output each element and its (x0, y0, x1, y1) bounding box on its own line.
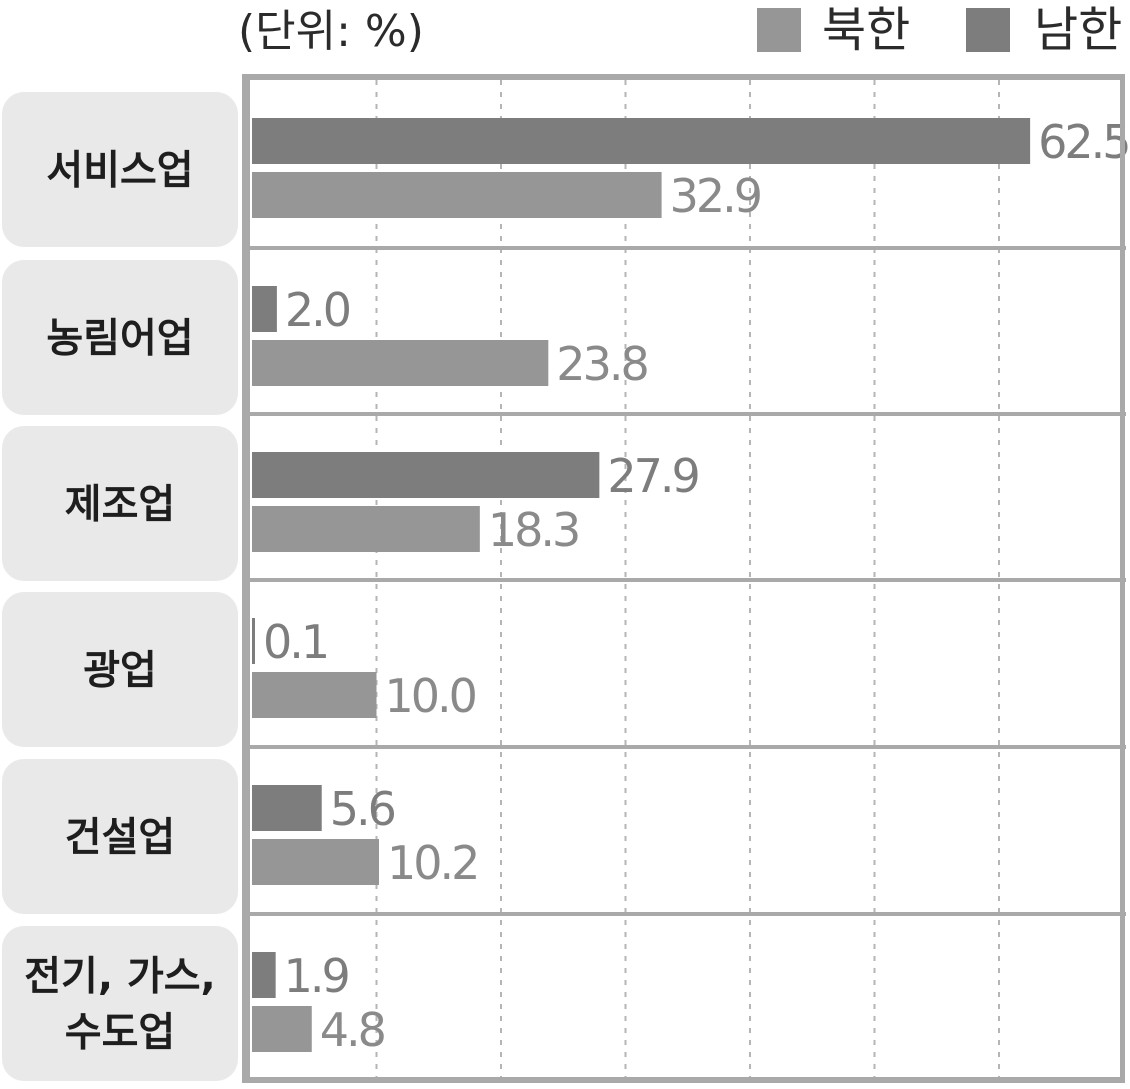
bar-north-4 (252, 839, 379, 885)
value-label-south-4: 5.6 (330, 782, 395, 836)
bar-north-0 (252, 172, 662, 218)
frame-bottom (242, 1077, 1125, 1083)
value-label-north-4: 10.2 (387, 836, 477, 890)
bar-south-0 (252, 118, 1031, 164)
category-box-4 (2, 759, 238, 914)
frame-top (242, 74, 1125, 80)
bar-north-3 (252, 672, 377, 718)
value-label-south-2: 27.9 (607, 449, 698, 503)
category-box-1 (2, 260, 238, 415)
value-labels: 62.5 2.0 27.9 0.1 5.6 1.9 32.9 23.8 18.3 10.0 10.2… (263, 115, 1130, 1057)
value-label-north-0: 32.9 (670, 169, 761, 223)
legend-swatch-0 (757, 8, 801, 52)
category-label-5-0: 전기, 가스, (24, 954, 216, 1000)
value-label-north-2: 18.3 (488, 503, 578, 557)
category-box-3 (2, 592, 238, 747)
bar-south-2 (252, 452, 600, 498)
bars (252, 118, 1031, 1052)
legend: 북한 남한 (757, 2, 1122, 58)
value-label-north-3: 10.0 (385, 669, 476, 723)
legend-label-0: 북한 (822, 2, 910, 58)
category-label-0: 서비스업 (46, 148, 193, 194)
category-label-4: 건설업 (65, 815, 175, 861)
category-label-1: 농림어업 (46, 316, 193, 362)
value-label-south-1: 2.0 (285, 283, 350, 337)
bar-south-5 (252, 952, 276, 998)
legend-label-1: 남한 (1034, 2, 1122, 58)
category-label-5-1: 수도업 (65, 1010, 175, 1056)
category-label-2: 제조업 (65, 482, 175, 528)
bar-north-1 (252, 340, 549, 386)
bar-north-2 (252, 506, 480, 552)
category-box-0 (2, 92, 238, 247)
bar-north-5 (252, 1006, 312, 1052)
bar-south-3 (252, 618, 255, 664)
unit-label: (단위: %) (238, 6, 424, 57)
bar-south-1 (252, 286, 277, 332)
axis-left (242, 74, 250, 1083)
plot-frame (242, 74, 1126, 1083)
category-label-3: 광업 (83, 648, 157, 694)
category-box-2 (2, 426, 238, 581)
legend-swatch-1 (966, 8, 1010, 52)
category-box-5 (2, 926, 238, 1081)
value-label-south-3: 0.1 (263, 615, 327, 669)
value-label-north-5: 4.8 (320, 1003, 385, 1057)
bar-south-4 (252, 785, 322, 831)
value-label-north-1: 23.8 (556, 337, 647, 391)
value-label-south-5: 1.9 (284, 949, 349, 1003)
value-label-south-0: 62.5 (1038, 115, 1128, 169)
frame-right (1120, 74, 1125, 1083)
